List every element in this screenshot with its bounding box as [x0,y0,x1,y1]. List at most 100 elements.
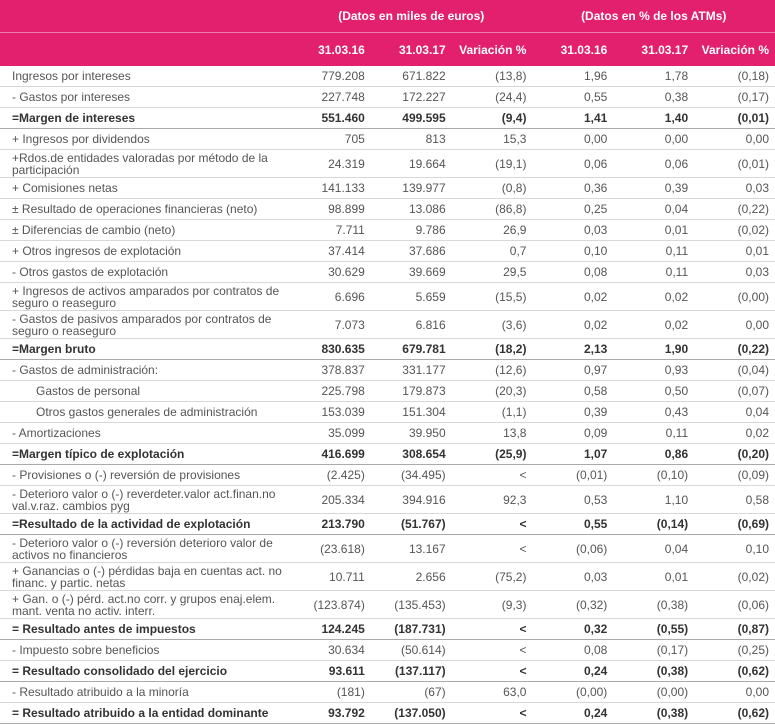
value-cell: (0,01) [532,464,614,486]
table-row: + Ingresos de activos amparados por cont… [0,282,775,311]
value-cell: 0,10 [532,240,614,262]
value-cell: (0,10) [613,464,695,486]
value-cell: 0,50 [613,380,695,402]
row-label: - Deterioro valor o (-) reversión deteri… [0,534,290,563]
value-cell: (0,8) [451,177,533,199]
value-cell: 19.664 [370,149,452,178]
table-row: + Otros ingresos de explotación 37.414 37.… [0,240,775,262]
value-cell: < [451,702,533,724]
value-cell: (0,22) [694,198,775,220]
value-cell: (24,4) [451,86,533,108]
value-cell: 0,03 [532,219,614,241]
row-label: - Provisiones o (-) reversión de provisi… [0,464,290,486]
value-cell: 830.635 [290,338,371,360]
value-cell: 0,00 [613,128,695,150]
value-cell: 124.245 [290,618,371,640]
column-row: 31.03.16 31.03.17 Variación % 31.03.16 31.03… [0,32,775,66]
value-cell: 0,58 [532,380,614,402]
row-label: = Resultado consolidado del ejercicio [0,660,290,682]
value-cell: 39.950 [370,422,452,444]
value-cell: 39.669 [370,261,452,283]
value-cell: 7.711 [290,219,371,241]
value-cell: 2.656 [370,562,452,591]
table-row: - Deterioro valor o (-) reversión deteri… [0,534,775,563]
value-cell: 0,24 [532,702,614,724]
value-cell: 0,02 [613,282,695,311]
column-header: 31.03.17 [613,32,695,66]
value-cell: 30.634 [290,639,371,661]
row-label: + Comisiones netas [0,177,290,199]
value-cell: 705 [290,128,371,150]
value-cell: 551.460 [290,107,371,129]
value-cell: 6.696 [290,282,371,311]
value-cell: (2.425) [290,464,371,486]
value-cell: (50.614) [370,639,452,661]
value-cell: 416.699 [290,443,371,465]
value-cell: (20,3) [451,380,533,402]
value-cell: 13.086 [370,198,452,220]
value-cell: 0,00 [532,128,614,150]
value-cell: < [451,660,533,682]
value-cell: 0,02 [532,282,614,311]
value-cell: (0,18) [694,66,775,87]
value-cell: (0,25) [694,639,775,661]
value-cell: 205.334 [290,485,371,514]
value-cell: 0,53 [532,485,614,514]
row-label: + Gan. o (-) pérd. act.no corr. y grupos… [0,590,290,619]
value-cell: (0,04) [694,359,775,381]
value-cell: 225.798 [290,380,371,402]
value-cell: (0,17) [613,639,695,661]
value-cell: 92,3 [451,485,533,514]
value-cell: 813 [370,128,452,150]
value-cell: 0,04 [694,401,775,423]
value-cell: 0,55 [532,86,614,108]
value-cell: (15,5) [451,282,533,311]
table-row: - Gastos de pasivos amparados por contra… [0,310,775,339]
table-row: Otros gastos generales de administración… [0,401,775,423]
value-cell: 0,04 [613,534,695,563]
value-cell: (0,02) [694,562,775,591]
value-cell: (0,17) [694,86,775,108]
value-cell: 1,10 [613,485,695,514]
table-row: ± Resultado de operaciones financieras (… [0,198,775,220]
table-row: - Gastos por intereses 227.748 172.227 (24,… [0,86,775,108]
table-row: - Deterioro valor o (-) reverdeter.valor… [0,485,775,514]
value-cell: (0,38) [613,590,695,619]
value-cell: 1,40 [613,107,695,129]
value-cell: (67) [370,681,452,703]
row-label: + Ingresos de activos amparados por cont… [0,282,290,311]
value-cell: 1,41 [532,107,614,129]
value-cell: 0,7 [451,240,533,262]
value-cell: 35.099 [290,422,371,444]
value-cell: 0,06 [532,149,614,178]
value-cell: (51.767) [370,513,452,535]
row-label: - Gastos de pasivos amparados por contra… [0,310,290,339]
value-cell: < [451,534,533,563]
table-row: - Gastos de administración: 378.837 331.17… [0,359,775,381]
value-cell: 98.899 [290,198,371,220]
column-header: 31.03.16 [532,32,614,66]
table-row: =Margen bruto 830.635 679.781 (18,2) 2,13 1,9… [0,338,775,360]
value-cell: 0,97 [532,359,614,381]
table-row: + Ganancias o (-) pérdidas baja en cuent… [0,562,775,591]
value-cell: (3,6) [451,310,533,339]
value-cell: 6.816 [370,310,452,339]
value-cell: < [451,464,533,486]
value-cell: 213.790 [290,513,371,535]
value-cell: (187.731) [370,618,452,640]
value-cell: 0,39 [613,177,695,199]
row-label: Otros gastos generales de administración [0,401,290,423]
value-cell: 0,36 [532,177,614,199]
value-cell: (135.453) [370,590,452,619]
value-cell: (9,3) [451,590,533,619]
column-header: Variación % [694,32,775,66]
row-label: - Gastos de administración: [0,359,290,381]
value-cell: (0,02) [694,219,775,241]
value-cell: 0,43 [613,401,695,423]
value-cell: 5.659 [370,282,452,311]
value-cell: 0,02 [532,310,614,339]
value-cell: (0,06) [532,534,614,563]
value-cell: (0,06) [694,590,775,619]
value-cell: 0,38 [613,86,695,108]
row-label: Ingresos por intereses [0,66,290,87]
